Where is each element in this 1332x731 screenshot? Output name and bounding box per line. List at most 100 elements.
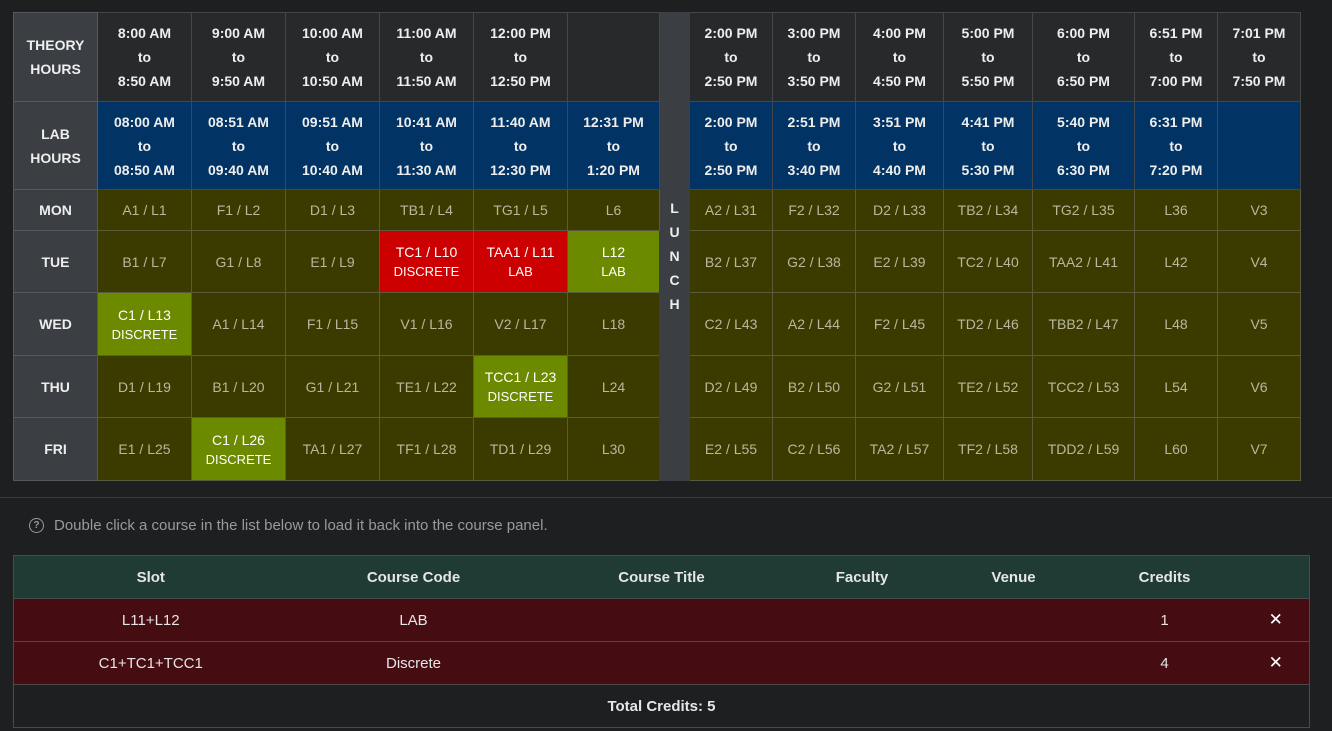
course-credits: 1: [1086, 598, 1243, 642]
slot-cell[interactable]: L36: [1134, 189, 1218, 231]
slot-cell[interactable]: C1 / L26 DISCRETE: [191, 417, 286, 481]
slot-cell[interactable]: G2 / L51: [855, 355, 944, 418]
slot-code: G2 / L38: [787, 253, 841, 270]
column-header: Venue: [940, 555, 1087, 599]
slot-cell[interactable]: A1 / L1: [97, 189, 192, 231]
time-line: to: [981, 137, 995, 154]
slot-cell[interactable]: C2 / L43: [689, 292, 773, 356]
slot-cell[interactable]: C2 / L56: [772, 417, 856, 481]
slot-cell[interactable]: V6: [1217, 355, 1301, 418]
slot-code: L60: [1164, 441, 1188, 457]
slot-cell[interactable]: V2 / L17: [473, 292, 568, 356]
slot-cell[interactable]: V3: [1217, 189, 1301, 231]
slot-cell[interactable]: G2 / L38: [772, 230, 856, 293]
slot-cell[interactable]: E2 / L39: [855, 230, 944, 293]
slot-course-label: LAB: [601, 264, 626, 279]
time-line: 7:00 PM: [1149, 73, 1203, 89]
slot-cell[interactable]: TF1 / L28: [379, 417, 474, 481]
slot-cell[interactable]: L30: [567, 417, 660, 481]
slot-cell[interactable]: A2 / L31: [689, 189, 773, 231]
lunch-letter: C: [669, 272, 680, 288]
slot-cell[interactable]: TE2 / L52: [943, 355, 1033, 418]
theory-time-cell: 12:00 PM to 12:50 PM: [473, 12, 568, 102]
slot-cell[interactable]: F2 / L32: [772, 189, 856, 231]
time-line: 5:00 PM: [961, 25, 1015, 41]
slot-cell[interactable]: TB1 / L4: [379, 189, 474, 231]
lunch-letter: H: [669, 296, 680, 312]
slot-cell[interactable]: F2 / L45: [855, 292, 944, 356]
slot-cell[interactable]: V4: [1217, 230, 1301, 293]
slot-code: TB1 / L4: [400, 202, 453, 218]
slot-code: TAA2 / L41: [1048, 253, 1118, 270]
slot-cell[interactable]: E1 / L25: [97, 417, 192, 481]
slot-cell[interactable]: V7: [1217, 417, 1301, 481]
slot-code: L36: [1164, 202, 1188, 218]
slot-cell[interactable]: TA1 / L27: [285, 417, 380, 481]
close-icon[interactable]: ✕: [1268, 610, 1283, 629]
slot-cell[interactable]: E1 / L9: [285, 230, 380, 293]
slot-cell[interactable]: F1 / L2: [191, 189, 286, 231]
course-row[interactable]: L11+L12 LAB 1 ✕: [13, 598, 1310, 642]
slot-cell[interactable]: B2 / L50: [772, 355, 856, 418]
time-line: HOURS: [30, 61, 81, 77]
slot-cell[interactable]: A2 / L44: [772, 292, 856, 356]
time-line: to: [419, 137, 434, 154]
slot-cell[interactable]: TG1 / L5: [473, 189, 568, 231]
slot-cell[interactable]: TC2 / L40: [943, 230, 1033, 293]
slot-cell[interactable]: D1 / L3: [285, 189, 380, 231]
slot-cell[interactable]: TCC2 / L53: [1032, 355, 1135, 418]
close-icon[interactable]: ✕: [1268, 653, 1283, 672]
theory-hours-row: THEORY HOURS 8:00 AM to 8:50 AM 9:00 AM to 9:50…: [13, 12, 1301, 102]
slot-cell[interactable]: V1 / L16: [379, 292, 474, 356]
slot-course-label: DISCRETE: [487, 389, 554, 404]
time-line: 08:51 AM: [208, 113, 269, 130]
slot-cell[interactable]: L24: [567, 355, 660, 418]
slot-cell[interactable]: TC1 / L10 DISCRETE: [379, 230, 474, 293]
slot-cell[interactable]: TAA2 / L41: [1032, 230, 1135, 293]
slot-cell[interactable]: G1 / L8: [191, 230, 286, 293]
slot-cell[interactable]: D1 / L19: [97, 355, 192, 418]
theory-time-cell: 9:00 AM to 9:50 AM: [191, 12, 286, 102]
help-circle-icon: ?: [29, 518, 44, 533]
slot-cell[interactable]: G1 / L21: [285, 355, 380, 418]
slot-cell[interactable]: D2 / L33: [855, 189, 944, 231]
slot-cell[interactable]: TCC1 / L23 DISCRETE: [473, 355, 568, 418]
slot-cell[interactable]: L48: [1134, 292, 1218, 356]
slot-cell[interactable]: TD1 / L29: [473, 417, 568, 481]
slot-cell[interactable]: L42: [1134, 230, 1218, 293]
slot-code: D2 / L49: [704, 378, 758, 395]
slot-cell[interactable]: L12 LAB: [567, 230, 660, 293]
slot-cell[interactable]: D2 / L49: [689, 355, 773, 418]
slot-cell[interactable]: TB2 / L34: [943, 189, 1033, 231]
slot-cell[interactable]: B1 / L20: [191, 355, 286, 418]
slot-cell[interactable]: TDD2 / L59: [1032, 417, 1135, 481]
slot-cell[interactable]: C1 / L13 DISCRETE: [97, 292, 192, 356]
slot-cell[interactable]: TBB2 / L47: [1032, 292, 1135, 356]
slot-cell[interactable]: L54: [1134, 355, 1218, 418]
time-line: 1:20 PM: [587, 161, 640, 178]
slot-cell[interactable]: L6: [567, 189, 660, 231]
slot-cell[interactable]: TD2 / L46: [943, 292, 1033, 356]
slot-cell[interactable]: TE1 / L22: [379, 355, 474, 418]
slot-cell[interactable]: F1 / L15: [285, 292, 380, 356]
theory-time-cell: 11:00 AM to 11:50 AM: [379, 12, 474, 102]
time-line: 4:41 PM: [961, 113, 1015, 130]
time-line: 8:00 AM: [117, 25, 172, 41]
slot-cell[interactable]: L60: [1134, 417, 1218, 481]
slot-cell[interactable]: TA2 / L57: [855, 417, 944, 481]
slot-cell[interactable]: L18: [567, 292, 660, 356]
day-row-thu: THU D1 / L19 B1 / L20 G1 / L21 TE1 / L22 TCC1…: [13, 355, 1301, 418]
slot-cell[interactable]: TF2 / L58: [943, 417, 1033, 481]
lunch-letter: U: [669, 224, 680, 240]
time-line: to: [419, 49, 434, 65]
slot-cell[interactable]: B2 / L37: [689, 230, 773, 293]
slot-cell[interactable]: A1 / L14: [191, 292, 286, 356]
slot-cell[interactable]: TG2 / L35: [1032, 189, 1135, 231]
course-row[interactable]: C1+TC1+TCC1 Discrete 4 ✕: [13, 641, 1310, 685]
slot-cell[interactable]: B1 / L7: [97, 230, 192, 293]
slot-cell[interactable]: V5: [1217, 292, 1301, 356]
slot-cell[interactable]: E2 / L55: [689, 417, 773, 481]
day-label: FRI: [13, 417, 98, 481]
slot-cell[interactable]: TAA1 / L11 LAB: [473, 230, 568, 293]
